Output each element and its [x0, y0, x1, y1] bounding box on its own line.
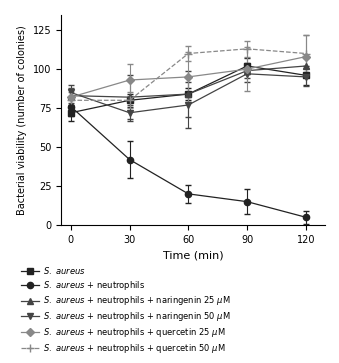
- X-axis label: Time (min): Time (min): [163, 250, 223, 260]
- Legend: $\it{S.}$ $\it{aureus}$, $\it{S.}$ $\it{aureus}$ + neutrophils, $\it{S.}$ $\it{a: $\it{S.}$ $\it{aureus}$, $\it{S.}$ $\it{…: [21, 265, 231, 355]
- Y-axis label: Bacterial viability (number of colonies): Bacterial viability (number of colonies): [17, 25, 27, 215]
